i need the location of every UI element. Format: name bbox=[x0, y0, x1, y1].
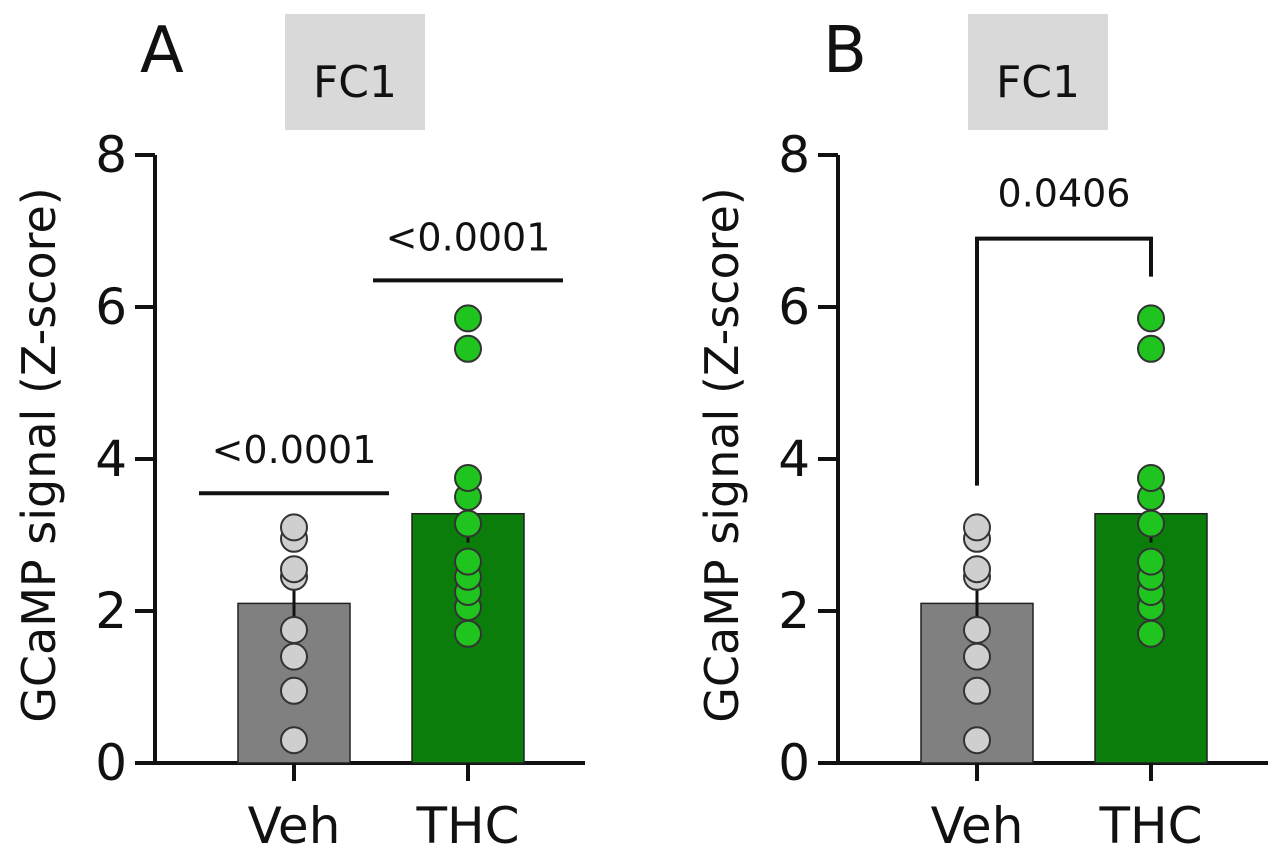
data-point bbox=[280, 513, 308, 542]
significance-label: <0.0001 bbox=[386, 215, 551, 259]
data-point bbox=[1137, 509, 1165, 538]
data-point bbox=[454, 547, 482, 576]
y-tick-label: 8 bbox=[95, 126, 127, 184]
y-axis-label: GCaMP signal (Z-score) bbox=[12, 187, 66, 723]
panel-letter: B bbox=[823, 14, 867, 88]
data-point bbox=[963, 555, 991, 584]
data-point bbox=[454, 619, 482, 648]
title-box bbox=[968, 14, 1108, 130]
x-tick-label: THC bbox=[1098, 797, 1202, 855]
chart-title: FC1 bbox=[996, 57, 1080, 108]
x-tick-label: Veh bbox=[248, 797, 341, 855]
y-tick-label: 0 bbox=[778, 734, 810, 792]
data-point bbox=[280, 616, 308, 644]
y-tick-label: 8 bbox=[778, 126, 810, 184]
data-point bbox=[963, 513, 991, 542]
y-tick-label: 6 bbox=[95, 278, 127, 336]
chart-title: FC1 bbox=[313, 57, 397, 108]
data-point bbox=[454, 334, 482, 363]
data-point bbox=[280, 676, 308, 705]
data-point bbox=[1137, 304, 1165, 333]
data-point bbox=[963, 616, 991, 644]
significance-label: 0.0406 bbox=[998, 172, 1131, 216]
x-tick-label: Veh bbox=[931, 797, 1024, 855]
panel-letter: A bbox=[140, 14, 184, 88]
data-point bbox=[963, 642, 991, 671]
panel-b: B FC1 GCaMP signal (Z-score) 0 2 4 6 8 Veh THC 0.0… bbox=[695, 14, 1268, 855]
data-point bbox=[280, 726, 308, 755]
y-tick-label: 2 bbox=[778, 582, 810, 640]
data-point bbox=[1137, 464, 1165, 492]
x-tick-label: THC bbox=[415, 797, 519, 855]
y-tick-label: 4 bbox=[95, 430, 127, 488]
y-tick-label: 2 bbox=[95, 582, 127, 640]
data-point bbox=[454, 304, 482, 333]
data-point bbox=[280, 642, 308, 671]
y-tick-label: 4 bbox=[778, 430, 810, 488]
y-tick-label: 6 bbox=[778, 278, 810, 336]
data-point bbox=[454, 509, 482, 538]
data-point bbox=[454, 464, 482, 492]
data-point bbox=[1137, 334, 1165, 363]
data-point bbox=[1137, 619, 1165, 648]
panel-a: A FC1 GCaMP signal (Z-score) 0 2 4 6 8 Veh THC <0.… bbox=[12, 14, 585, 855]
significance-label: <0.0001 bbox=[212, 428, 377, 472]
y-axis-label: GCaMP signal (Z-score) bbox=[695, 187, 749, 723]
data-point bbox=[963, 726, 991, 755]
significance-bracket bbox=[975, 236, 1153, 486]
y-tick-label: 0 bbox=[95, 734, 127, 792]
data-point bbox=[1137, 547, 1165, 576]
data-point bbox=[963, 676, 991, 705]
data-point bbox=[280, 555, 308, 584]
title-box bbox=[285, 14, 425, 130]
